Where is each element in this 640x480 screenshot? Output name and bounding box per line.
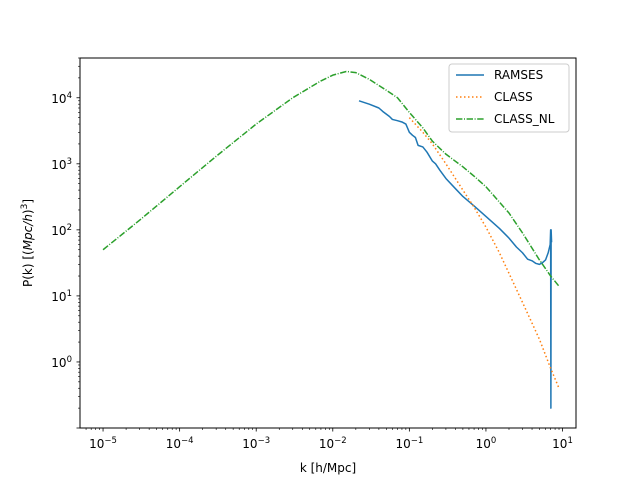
y-tick-label: 101 bbox=[51, 289, 72, 304]
x-tick-label: 10−2 bbox=[319, 436, 347, 451]
x-tick-label: 101 bbox=[552, 436, 573, 451]
x-tick-label: 10−5 bbox=[89, 436, 117, 451]
x-tick-label: 10−1 bbox=[395, 436, 423, 451]
y-tick-label: 100 bbox=[51, 355, 72, 370]
x-tick-label: 10−4 bbox=[166, 436, 194, 451]
x-axis-label: k [h/Mpc] bbox=[300, 461, 356, 475]
series-line-class bbox=[408, 117, 560, 389]
legend-box bbox=[448, 63, 570, 133]
series-line-class-nl bbox=[102, 70, 560, 287]
y-tick-label: 102 bbox=[51, 223, 72, 238]
x-axis-ticks: 10−5 10−4 10−3 10−2 10−1 100 101 bbox=[85, 428, 573, 451]
y-axis-label: P(k) [(Mpc/h)3] bbox=[20, 199, 35, 287]
legend-label-class: CLASS bbox=[494, 90, 533, 104]
y-tick-label: 104 bbox=[51, 91, 72, 106]
legend: RAMSES CLASS CLASS_NL bbox=[448, 63, 570, 133]
plot-frame bbox=[79, 57, 577, 429]
x-tick-label: 100 bbox=[476, 436, 497, 451]
series-layer bbox=[102, 70, 560, 409]
legend-label-class-nl: CLASS_NL bbox=[494, 112, 555, 126]
series-line-ramses bbox=[358, 100, 553, 409]
x-tick-label: 10−3 bbox=[242, 436, 270, 451]
legend-label-ramses: RAMSES bbox=[494, 68, 543, 82]
y-tick-label: 103 bbox=[51, 157, 72, 172]
y-axis-ticks: 100 101 102 103 104 bbox=[51, 57, 80, 429]
